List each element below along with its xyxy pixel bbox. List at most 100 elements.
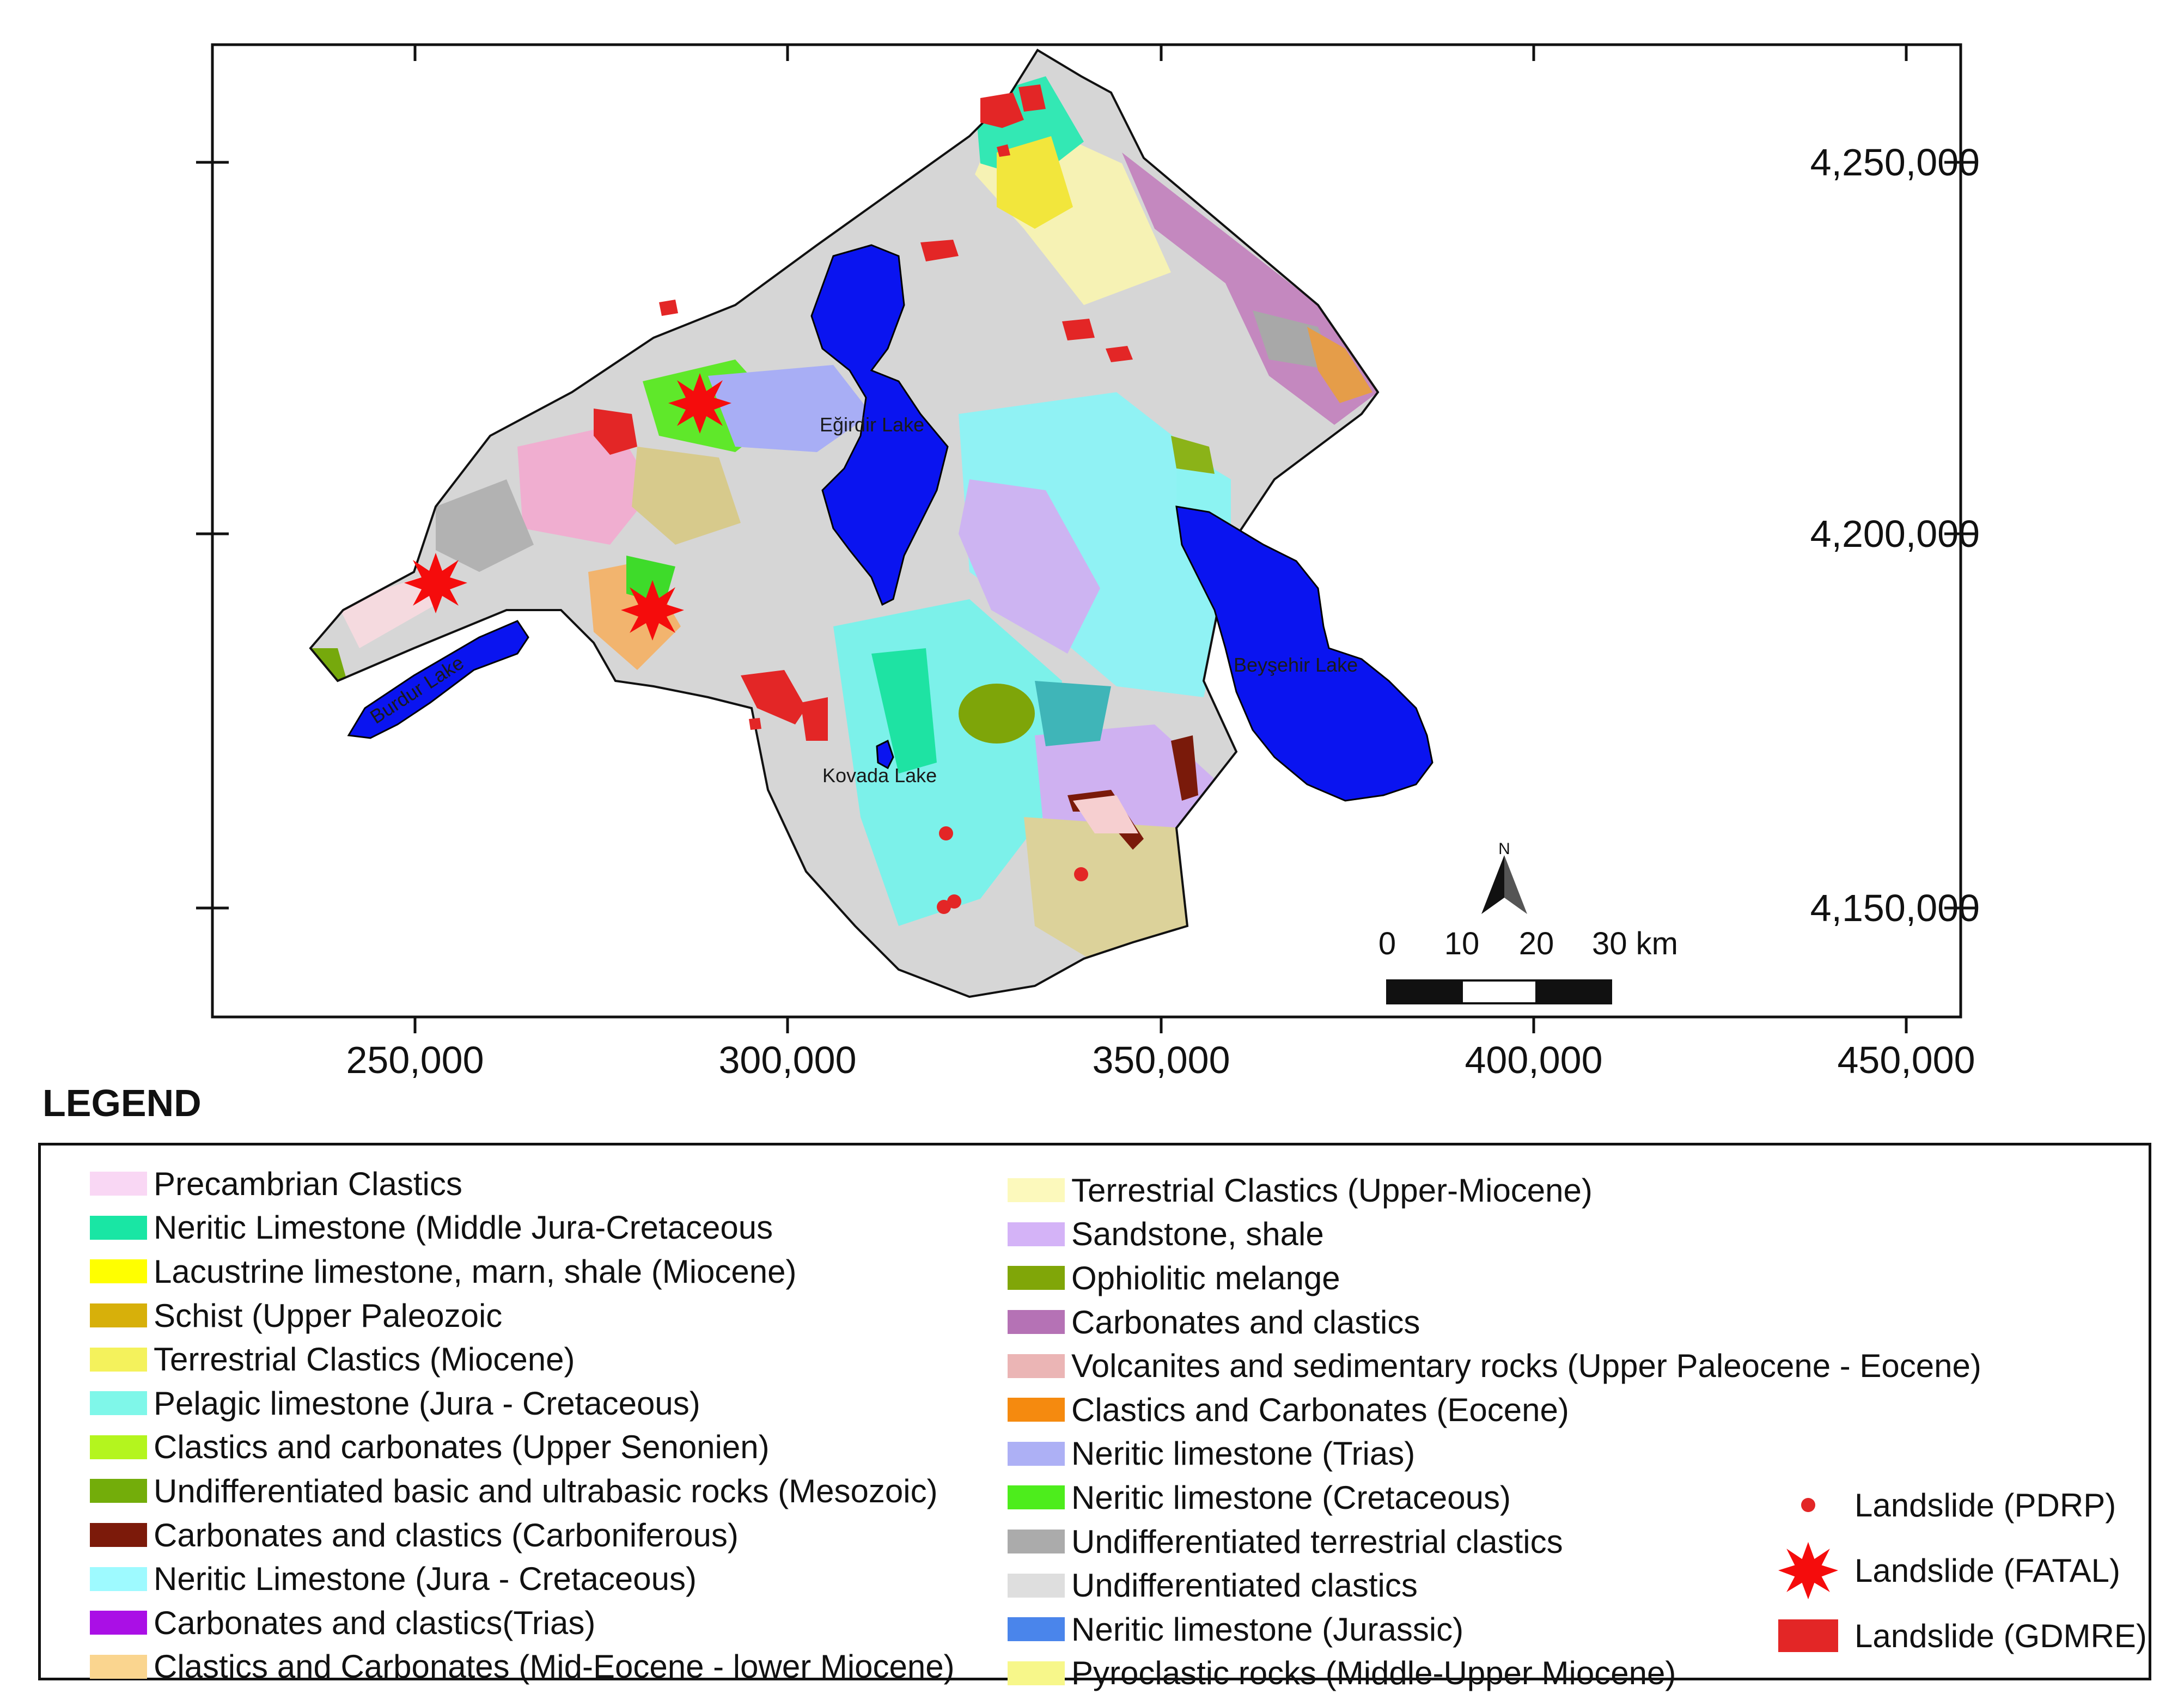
legend-label: Neritic limestone (Cretaceous) [1071, 1479, 1511, 1516]
legend-swatch [90, 1259, 147, 1284]
legend-swatch [1008, 1485, 1065, 1510]
legend-swatch [90, 1172, 147, 1196]
legend-swatch [90, 1435, 147, 1459]
y-tick-label: 4,250,000 [1810, 141, 1980, 184]
legend-column-symbols: Landslide (PDRP) Landslide (FATAL) Lands… [1778, 1472, 2147, 1668]
scale-label-0: 0 [1378, 926, 1396, 961]
legend-column-1: Precambrian Clastics Neritic Limestone (M… [90, 1162, 955, 1689]
legend-swatch [1008, 1573, 1065, 1598]
legend-swatch [1008, 1398, 1065, 1422]
frame-ticks [196, 45, 1977, 1033]
legend-label: Undifferentiated clastics [1071, 1567, 1418, 1604]
legend-label: Clastics and Carbonates (Mid-Eocene - lo… [154, 1648, 955, 1685]
unit-neritic-cretaceous-west [626, 556, 675, 605]
lake-label-kovada: Kovada Lake [822, 764, 937, 787]
legend-swatch [90, 1215, 147, 1240]
legend-item: Carbonates and clastics(Trias) [90, 1601, 955, 1645]
legend-item: Terrestrial Clastics (Miocene) [90, 1337, 955, 1381]
legend-item: Pelagic limestone (Jura - Cretaceous) [90, 1381, 955, 1425]
north-arrow-icon: N [1481, 840, 1527, 914]
unit-lacustrine-west [632, 447, 741, 545]
egirdir-lake [810, 244, 949, 606]
legend-label: Volcanites and sedimentary rocks (Upper … [1071, 1348, 1981, 1385]
legend-item: Clastics and carbonates (Upper Senonien) [90, 1425, 955, 1470]
legend-swatch [1008, 1354, 1065, 1378]
legend-label: Sandstone, shale [1071, 1216, 1324, 1253]
legend-swatch [90, 1654, 147, 1679]
legend-swatch [1008, 1178, 1065, 1203]
north-arrow-label: N [1498, 840, 1510, 858]
pdrp-dot [1801, 1498, 1815, 1512]
scale-label-30km: 30 km [1592, 926, 1678, 961]
legend-label: Terrestrial Clastics (Upper-Miocene) [1071, 1172, 1593, 1209]
legend-swatch [90, 1347, 147, 1372]
unit-pyroclastic-south [1024, 817, 1187, 959]
lake-label-egirdir: Eğirdir Lake [820, 413, 924, 436]
x-tick-label: 250,000 [346, 1039, 484, 1081]
legend-item: Undifferentiated clastics [1008, 1563, 1981, 1607]
legend-swatch [1008, 1222, 1065, 1246]
legend-item: Pyroclastic rocks (Middle-Upper Miocene) [1008, 1652, 1981, 1696]
legend-item: Undifferentiated basic and ultrabasic ro… [90, 1469, 955, 1513]
legend-symbol-gdmre: Landslide (GDMRE) [1778, 1603, 2147, 1668]
legend-item: Neritic limestone (Trias) [1008, 1432, 1981, 1476]
legend-swatch [1008, 1310, 1065, 1335]
legend-item: Clastics and Carbonates (Eocene) [1008, 1388, 1981, 1432]
legend-swatch [90, 1567, 147, 1591]
legend-item: Volcanites and sedimentary rocks (Upper … [1008, 1344, 1981, 1388]
legend-swatch [1008, 1441, 1065, 1466]
legend-column-2: Terrestrial Clastics (Upper-Miocene) Sand… [1008, 1168, 1981, 1695]
legend-swatch [1008, 1530, 1065, 1554]
legend-swatch [1008, 1617, 1065, 1642]
legend-symbol-fatal: Landslide (FATAL) [1778, 1538, 2147, 1603]
legend-label: Precambrian Clastics [154, 1165, 462, 1202]
legend-box: Precambrian Clastics Neritic Limestone (M… [38, 1143, 2151, 1691]
legend-label: Neritic Limestone (Jura - Cretaceous) [154, 1561, 697, 1598]
unit-sandstone-shale-central [959, 479, 1100, 654]
legend-item: Neritic Limestone (Jura - Cretaceous) [90, 1557, 955, 1601]
scale-bar: 0 10 20 30 km [1378, 926, 1678, 1004]
legend-label: Carbonates and clastics [1071, 1303, 1420, 1341]
legend-label: Neritic Limestone (Middle Jura-Cretaceou… [154, 1209, 773, 1246]
landslide-point-icon [1778, 1483, 1838, 1527]
legend-swatch [90, 1611, 147, 1635]
legend-item: Lacustrine limestone, marn, shale (Mioce… [90, 1250, 955, 1294]
unit-volcanites-west [517, 425, 654, 545]
legend-swatch [90, 1303, 147, 1328]
legend-item: Precambrian Clastics [90, 1162, 955, 1206]
x-tick-label: 400,000 [1465, 1039, 1602, 1081]
geology-map: 250,000 300,000 350,000 400,000 450,000 … [196, 43, 1980, 1081]
landslides-gdmre [594, 84, 1133, 741]
legend-item: Sandstone, shale [1008, 1213, 1981, 1257]
x-tick-label: 300,000 [718, 1039, 856, 1081]
y-tick-label: 4,200,000 [1810, 513, 1980, 555]
legend-label: Pyroclastic rocks (Middle-Upper Miocene) [1071, 1655, 1676, 1692]
legend-item: Neritic Limestone (Middle Jura-Cretaceou… [90, 1206, 955, 1250]
legend-item: Schist (Upper Paleozoic [90, 1294, 955, 1338]
legend-label: Undifferentiated terrestrial clastics [1071, 1523, 1563, 1560]
legend-item: Ophiolitic melange [1008, 1256, 1981, 1300]
legend-symbol-label: Landslide (GDMRE) [1854, 1617, 2147, 1654]
lakes [347, 244, 1433, 802]
legend-symbol-label: Landslide (PDRP) [1854, 1486, 2116, 1524]
legend-label: Schist (Upper Paleozoic [154, 1297, 503, 1334]
legend-label: Carbonates and clastics(Trias) [154, 1604, 596, 1641]
landslides-fatal [404, 373, 731, 641]
scale-label-20: 20 [1519, 926, 1554, 961]
legend-item: Neritic limestone (Cretaceous) [1008, 1476, 1981, 1520]
legend-label: Neritic limestone (Trias) [1071, 1435, 1416, 1472]
unit-neritic-trias-nw [708, 365, 871, 452]
legend-symbol-label: Landslide (FATAL) [1854, 1552, 2120, 1589]
legend-item: Undifferentiated terrestrial clastics [1008, 1520, 1981, 1564]
legend-swatch [1008, 1266, 1065, 1290]
landslide-star-icon [1778, 1542, 1838, 1600]
unit-teal-patch [1035, 681, 1111, 746]
unit-ophiolitic-melange [959, 684, 1035, 744]
legend-swatch [1008, 1661, 1065, 1685]
beysehir-lake [1175, 505, 1433, 802]
legend-swatch [90, 1523, 147, 1547]
landslides-pdrp [937, 826, 1088, 914]
legend-item: Carbonates and clastics [1008, 1300, 1981, 1344]
lake-label-beysehir: Beyşehir Lake [1234, 654, 1358, 676]
map-frame [211, 43, 1962, 1019]
